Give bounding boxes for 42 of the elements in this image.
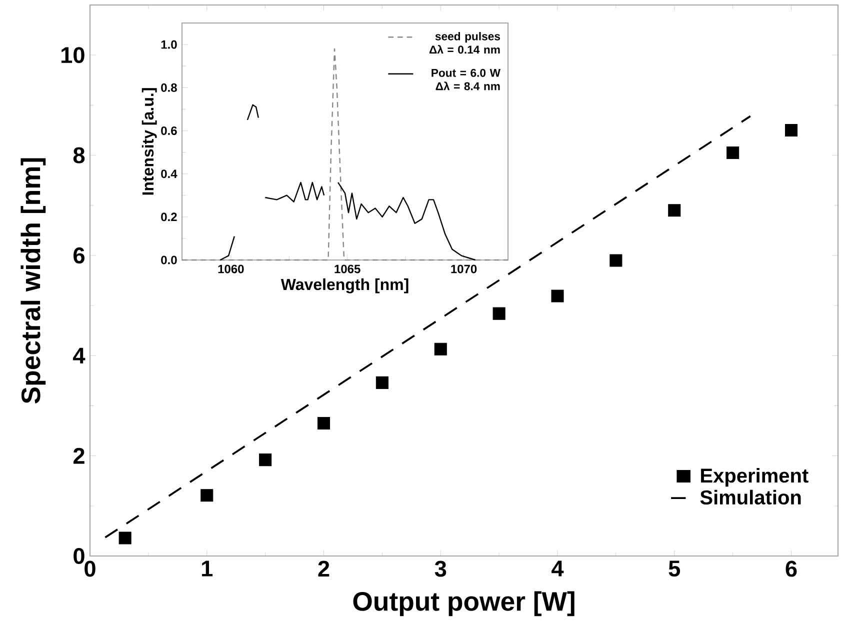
y-tick-label: 0.8: [161, 83, 177, 92]
y-tick-label: 0.2: [161, 212, 177, 222]
y-axis-title: Spectral width [nm]: [20, 158, 46, 404]
x-axis-title: Output power [W]: [353, 591, 574, 616]
y-tick-label: 0: [74, 548, 84, 564]
point: [784, 124, 798, 136]
x-tick-label: 1: [202, 560, 213, 576]
y-tick-label: 2: [73, 448, 84, 464]
legend-label: Pout = 6.0 W Δλ = 8.4 nm: [432, 68, 500, 90]
x-tick-label: 2: [318, 560, 330, 577]
y-tick-label: 0.6: [161, 126, 177, 135]
y-axis-title: Intensity [a.u.]: [142, 88, 157, 195]
legend-label: Simulation: [700, 490, 801, 505]
point: [492, 307, 506, 320]
x-tick-label: 3: [434, 560, 446, 577]
x-tick-label: 0: [84, 560, 96, 577]
x-axis-title: Wavelength [nm]: [280, 278, 408, 294]
point: [551, 290, 564, 302]
point: [610, 254, 622, 267]
y-tick-label: 10: [62, 47, 84, 64]
point: [118, 532, 132, 544]
x-tick-label: 1065: [334, 264, 360, 274]
y-tick-label: 4: [73, 348, 86, 364]
point: [317, 416, 330, 430]
point: [726, 146, 740, 160]
x-tick-label: 6: [786, 560, 797, 577]
point: [434, 342, 447, 356]
y-tick-label: 0.0: [161, 256, 177, 264]
point: [668, 204, 681, 217]
legend-label: Experiment: [701, 468, 808, 487]
x-tick-label: 1070: [451, 264, 477, 274]
point: [376, 376, 388, 389]
x-tick-label: 1060: [218, 264, 244, 274]
point: [259, 454, 272, 466]
x-tick-label: 4: [552, 560, 564, 576]
y-tick-label: 0.4: [161, 170, 178, 178]
legend-label: seed pulses Δλ = 0.14 nm: [429, 32, 500, 54]
x-tick-label: 5: [668, 560, 680, 577]
y-tick-label: 6: [74, 247, 84, 264]
point: [200, 489, 214, 502]
y-tick-label: 8: [73, 147, 85, 164]
y-tick-label: 1.0: [161, 40, 177, 49]
